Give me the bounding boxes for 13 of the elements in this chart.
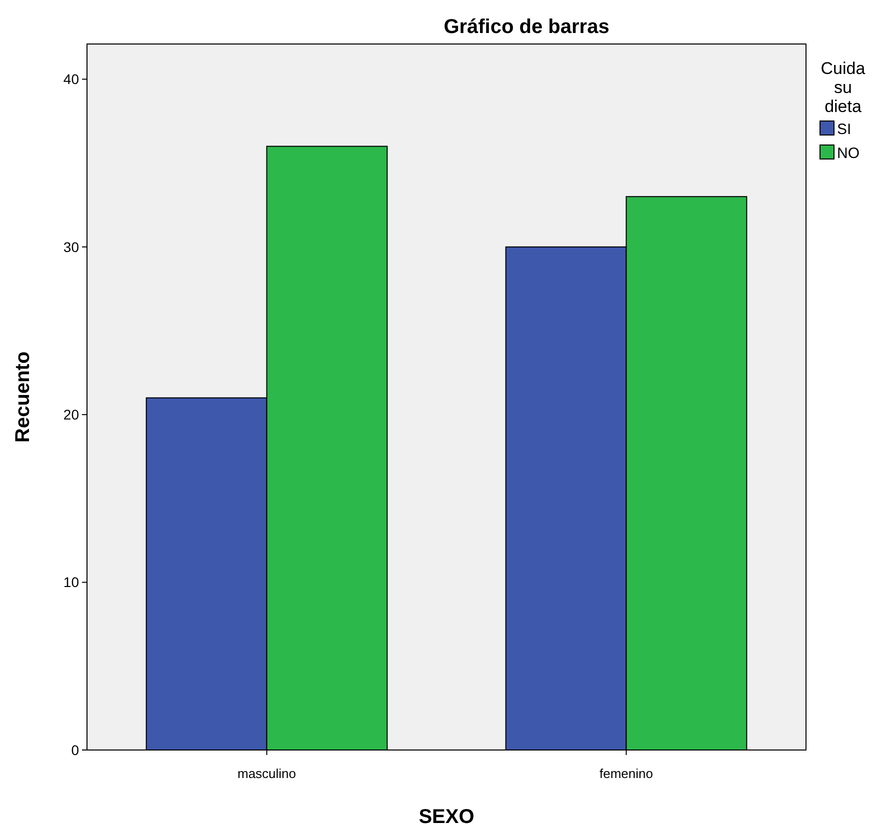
legend-label: SI (837, 121, 852, 138)
y-tick-label: 10 (63, 574, 80, 590)
y-tick-label: 0 (71, 742, 80, 758)
legend-title: Cuida su dieta (820, 59, 866, 116)
x-tick-label: femenino (600, 766, 653, 781)
y-tick-label: 40 (63, 71, 80, 88)
x-axis-title: SEXO (418, 806, 474, 828)
y-tick-label: 30 (63, 238, 80, 255)
y-axis-title: Recuento (12, 351, 34, 443)
x-tick-label: masculino (237, 766, 296, 781)
y-tick-label: 20 (63, 406, 80, 423)
legend-label: NO (837, 145, 860, 162)
chart-title: Gráfico de barras (444, 16, 610, 38)
